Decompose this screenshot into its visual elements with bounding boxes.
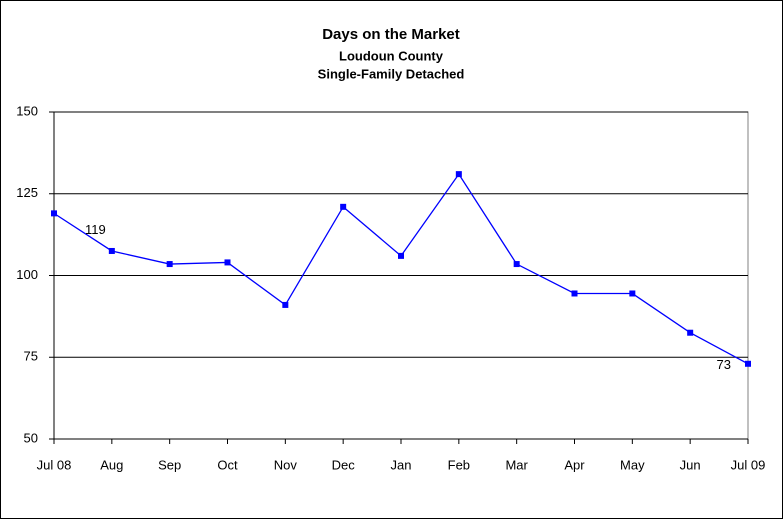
data-point	[340, 203, 347, 210]
x-tick-label: Apr	[564, 457, 585, 472]
chart-title: Days on the Market	[322, 26, 460, 43]
chart-subtitle: Loudoun County	[339, 48, 444, 63]
x-tick-label: Aug	[100, 457, 123, 472]
data-point	[166, 261, 173, 268]
data-point	[571, 290, 578, 297]
y-tick-label: 75	[24, 349, 38, 364]
x-tick-label: Jan	[391, 457, 412, 472]
x-tick-label: Feb	[448, 457, 470, 472]
data-point	[513, 261, 520, 268]
x-tick-label: Sep	[158, 457, 181, 472]
data-point	[455, 171, 462, 178]
y-tick-label: 125	[16, 185, 38, 200]
y-tick-label: 50	[24, 430, 38, 445]
chart-subtitle: Single-Family Detached	[318, 66, 465, 81]
data-point	[687, 329, 694, 336]
x-tick-label: Mar	[505, 457, 528, 472]
data-point	[282, 301, 289, 308]
data-point	[108, 247, 115, 254]
data-point	[745, 360, 751, 367]
data-label: 73	[717, 357, 731, 372]
x-tick-label: Nov	[274, 457, 298, 472]
data-point	[398, 252, 404, 259]
data-point	[51, 210, 57, 217]
y-tick-label: 150	[16, 103, 38, 118]
y-tick-label: 100	[16, 267, 38, 282]
data-point	[224, 259, 231, 266]
data-label: 119	[85, 222, 106, 237]
x-tick-label: Oct	[217, 457, 238, 472]
x-tick-label: Jun	[680, 457, 701, 472]
x-tick-label: May	[620, 457, 645, 472]
x-tick-label: Dec	[332, 457, 356, 472]
x-tick-label: Jul 08	[37, 457, 72, 472]
data-point	[629, 290, 636, 297]
x-tick-label: Jul 09	[731, 457, 766, 472]
